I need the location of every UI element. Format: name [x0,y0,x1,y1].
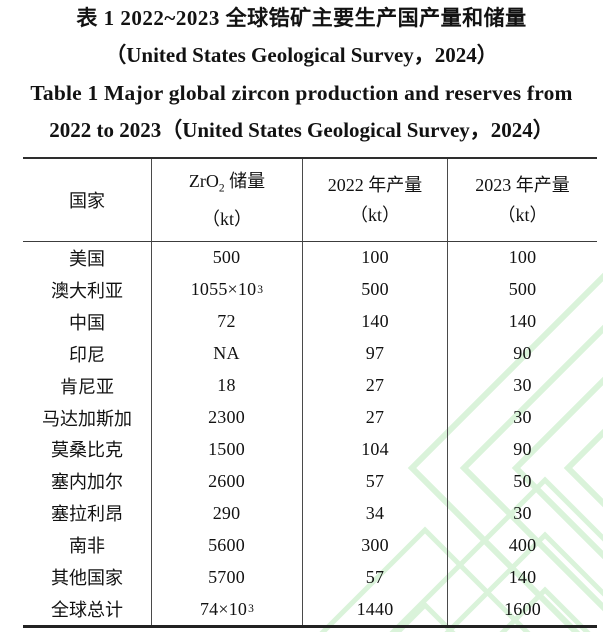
prod-2023-cell: 90 [513,343,532,364]
prod-2022-cell: 27 [303,369,448,402]
prod-2023-cell: 100 [508,247,537,268]
table-caption-en-source: 2022 to 2023（United States Geological Su… [49,118,554,142]
prod-2023-cell: 500 [508,279,537,300]
col-header-reserve: ZrO2 储量 （kt） [152,159,303,242]
country-cell: 中国 [23,305,152,338]
country-cell: 印尼 [23,337,152,370]
prod-2022-cell: 57 [303,465,448,498]
reserve-cell: 1055×10 3 [152,273,303,306]
table-caption-en: Table 1 Major global zircon production a… [30,81,573,105]
prod-2023-cell: 400 [508,534,537,555]
reserve-cell: 500 [152,242,303,274]
reserve-cell: 74×10 3 [152,593,303,625]
prod-2023-cell: 30 [513,502,532,523]
prod-2022-cell: 34 [303,497,448,530]
country-cell: 马达加斯加 [23,401,152,434]
col-header-reserve-unit: （kt） [201,208,252,229]
reserve-cell: 18 [152,369,303,402]
country-cell: 全球总计 [23,593,152,625]
reserve-cell: 5600 [152,529,303,562]
prod-2023-cell: 140 [508,311,537,332]
prod-2022-cell: 57 [303,561,448,594]
col-header-country-label: 国家 [69,191,105,211]
chemical-subscript: 2 [218,182,225,195]
prod-2022-cell: 27 [303,401,448,434]
col-header-reserve-label: ZrO2 储量 [188,171,266,195]
country-cell: 南非 [23,529,152,562]
country-cell: 澳大利亚 [23,273,152,306]
col-header-country: 国家 [23,159,152,242]
col-header-2022-label: 2022 年产量 [327,175,423,195]
reserve-cell: 290 [152,497,303,530]
prod-2022-cell: 104 [303,433,448,466]
prod-2022-cell: 500 [303,273,448,306]
country-cell: 塞内加尔 [23,465,152,498]
prod-2023-cell: 140 [508,566,537,587]
prod-2022-cell: 300 [303,529,448,562]
col-header-2023-label: 2023 年产量 [475,175,570,195]
prod-2023-cell: 30 [513,407,532,428]
prod-2023-cell: 30 [513,375,532,396]
country-cell: 莫桑比克 [23,433,152,466]
prod-2022-cell: 100 [303,242,448,274]
country-cell: 美国 [23,242,152,274]
prod-2022-cell: 1440 [303,593,448,625]
col-header-2022-unit: （kt） [349,205,400,225]
reserve-cell: 1500 [152,433,303,466]
country-cell: 肯尼亚 [23,369,152,402]
reserve-cell: 5700 [152,561,303,594]
col-header-2023: 2023 年产量 （kt） [448,159,597,242]
zircon-production-table: 国家 ZrO2 储量 （kt） 2022 年产量 （kt） 2023 年产量 （… [23,157,597,628]
prod-2023-cell: 1600 [504,598,541,619]
prod-2022-cell: 97 [303,337,448,370]
col-header-2023-unit: （kt） [497,205,548,225]
reserve-cell: NA [152,337,303,370]
col-header-2022: 2022 年产量 （kt） [303,159,448,242]
table-caption-zh-source: （United States Geological Survey，2024） [105,43,498,67]
country-cell: 塞拉利昂 [23,497,152,530]
reserve-cell: 2600 [152,465,303,498]
table-caption-zh: 表 1 2022~2023 全球锆矿主要生产国产量和储量 [76,6,527,30]
prod-2023-cell: 50 [513,470,532,491]
reserve-cell: 72 [152,305,303,338]
prod-2023-cell: 90 [513,438,532,459]
country-cell: 其他国家 [23,561,152,594]
reserve-cell: 2300 [152,401,303,434]
prod-2022-cell: 140 [303,305,448,338]
